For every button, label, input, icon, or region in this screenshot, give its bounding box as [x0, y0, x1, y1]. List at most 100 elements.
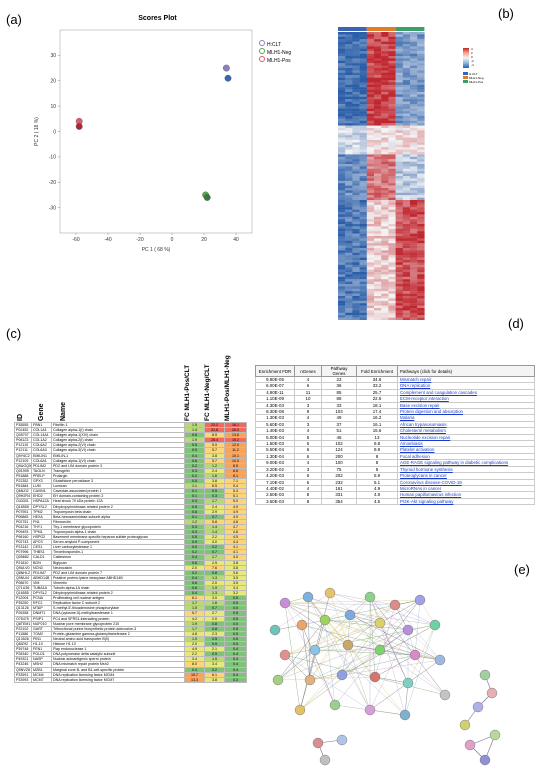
heatmap-cell [366, 130, 375, 133]
heatmap-cell [402, 46, 411, 49]
heatmap-cell [345, 51, 353, 54]
heatmap-cell [417, 228, 425, 232]
heatmap-cell [381, 269, 389, 273]
cell-id: Q71U36 [14, 584, 32, 592]
heatmap-cell [338, 56, 346, 59]
heatmap-cell [338, 279, 346, 282]
table-row: 5.60E-03 3 37 16.1 African trypanosomiasis [255, 420, 535, 429]
heatmap-cell [381, 262, 389, 265]
heatmap-cell [345, 197, 353, 201]
heatmap-cell [366, 293, 375, 297]
heatmap-cell [345, 279, 353, 282]
network-edge [324, 619, 336, 706]
heatmap-cell [395, 44, 403, 47]
heatmap-cell [374, 240, 382, 244]
heatmap-cell [388, 212, 396, 215]
heatmap-cell [410, 58, 418, 61]
heatmap-cell [352, 116, 360, 119]
heatmap-cell [388, 65, 396, 69]
pathway-link[interactable]: Complement and coagulation cascades [397, 388, 535, 397]
heatmap-cell [402, 176, 411, 179]
heatmap-cell [395, 267, 403, 270]
heatmap-cell [402, 260, 411, 263]
heatmap-cell [352, 221, 360, 225]
heatmap-cell [338, 228, 346, 232]
heatmap-cell [345, 84, 353, 88]
heatmap-cell [366, 104, 375, 107]
heatmap-cell [402, 221, 411, 225]
heatmap-cell [359, 89, 367, 93]
heatmap-cell [352, 68, 360, 71]
heatmap-cell [366, 238, 375, 241]
heatmap-cell [395, 279, 403, 282]
heatmap-cell [338, 106, 346, 109]
heatmap-cell [366, 156, 375, 160]
heatmap-cell [388, 248, 396, 251]
heatmap-cell [395, 214, 403, 217]
heatmap-cell [381, 132, 389, 136]
heatmap-cell [410, 75, 418, 78]
heatmap-cell [374, 305, 382, 309]
heatmap-cell [417, 183, 425, 186]
heatmap-cell [417, 96, 425, 100]
table-row: Q13126 MTAP S-methyl-5'-thioadenosine phos… [14, 605, 247, 612]
heatmap-cell [338, 207, 346, 210]
table-row: 4.30E-03 3 33 18.1 Base excision repair [255, 401, 535, 410]
heatmap-cell [366, 226, 375, 229]
heatmap-cell [402, 288, 411, 292]
table-row: P26358 DNMT1 DNA (cytosine-5)-methyltransf… [14, 610, 247, 617]
heatmap-cell [345, 130, 353, 133]
heatmap-cell [338, 298, 346, 301]
heatmap-cell [402, 207, 411, 210]
heatmap-cell [410, 39, 418, 42]
heatmap-cell [352, 120, 360, 124]
heatmap-cell [402, 53, 411, 57]
heatmap-cell [395, 135, 403, 138]
heatmap-cell [359, 108, 367, 112]
heatmap-cell [359, 240, 367, 244]
heatmap-cell [359, 116, 367, 119]
heatmap-cell [338, 65, 346, 69]
cell-pos-neg: 3.5 [224, 574, 247, 581]
pathway-link[interactable]: AGE-RAGE signaling pathway in diabetic c… [397, 459, 535, 467]
heatmap-cell [410, 188, 418, 191]
heatmap-cell [374, 238, 382, 241]
heatmap-cell [388, 56, 396, 59]
cell-pos-neg: 5.4 [224, 483, 247, 490]
heatmap-cell [402, 142, 411, 145]
heatmap-cell [381, 219, 389, 222]
pathway-link[interactable]: PI3K-Akt signaling pathway [397, 497, 535, 506]
heatmap-cell [388, 288, 396, 292]
heatmap-cell [417, 204, 425, 208]
heatmap-cell [366, 32, 375, 35]
heatmap-cell [381, 221, 389, 225]
heatmap-cell [338, 89, 346, 93]
heatmap-cell [410, 161, 418, 165]
heatmap-cell [402, 65, 411, 69]
heatmap-cell [402, 128, 411, 131]
heatmap-cell [388, 82, 396, 85]
heatmap-cell [417, 262, 425, 265]
heatmap-cell [410, 168, 418, 172]
heatmap-cell [388, 32, 396, 35]
heatmap-cell [338, 118, 346, 121]
heatmap-cell [402, 111, 411, 114]
heatmap-cell [402, 178, 411, 181]
heatmap-cell [345, 305, 353, 309]
heatmap-cell [345, 303, 353, 306]
heatmap-cell [345, 267, 353, 270]
heatmap-cell [381, 144, 389, 148]
heatmap-cell [402, 70, 411, 73]
heatmap-cell [381, 36, 389, 40]
heatmap-cell [359, 288, 367, 292]
heatmap-cell [417, 219, 425, 222]
heatmap-cell [388, 51, 396, 54]
heatmap-cell [402, 108, 411, 112]
heatmap-cell [359, 56, 367, 59]
heatmap-cell [381, 123, 389, 126]
heatmap-cell [366, 269, 375, 273]
heatmap-cell [366, 300, 375, 304]
heatmap-cell [345, 164, 353, 167]
heatmap-cell [388, 87, 396, 90]
heatmap-cell [366, 243, 375, 246]
